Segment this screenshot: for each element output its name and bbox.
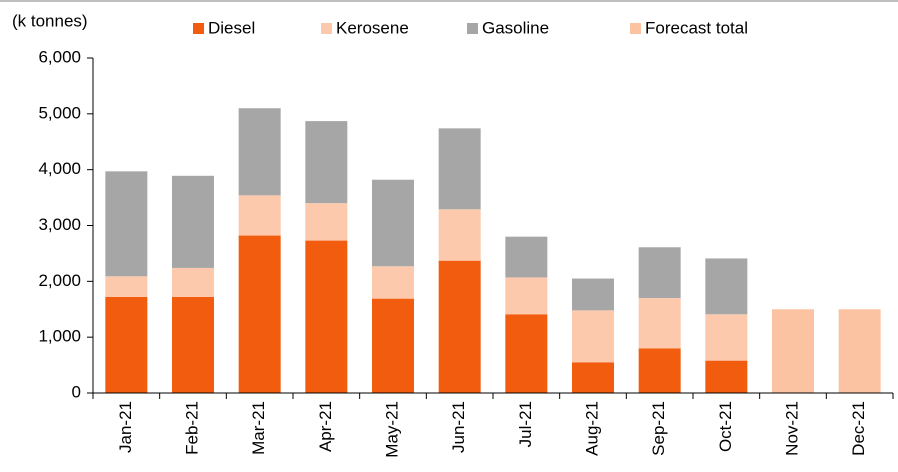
bar-segment (105, 171, 148, 277)
x-tick-label: May-21 (382, 401, 401, 458)
bar-segment (372, 179, 414, 267)
bar-segment (305, 121, 348, 204)
bar-segment (105, 276, 148, 297)
bar-segment (105, 296, 148, 393)
bar-segment (172, 267, 214, 297)
legend-swatch (193, 23, 204, 34)
bar-segment (838, 309, 881, 393)
bar-segment (372, 266, 414, 299)
y-tick-label: 2,000 (38, 271, 81, 290)
legend-swatch (630, 23, 641, 34)
bar-segment (638, 348, 681, 393)
bar-segment (638, 298, 681, 349)
y-tick-label: 3,000 (38, 215, 81, 234)
bar-segment (305, 203, 348, 241)
bar-segment (772, 309, 814, 393)
y-tick-label: 0 (72, 382, 81, 401)
bar-segment (238, 195, 281, 236)
bar-segment (505, 236, 548, 278)
x-tick-label: Jan-21 (116, 401, 135, 453)
bar-segment (438, 209, 481, 261)
y-tick-label: 5,000 (38, 103, 81, 122)
y-tick-label: 4,000 (38, 159, 81, 178)
bar-segment (305, 240, 348, 393)
x-tick-label: Dec-21 (849, 401, 868, 456)
x-tick-label: Aug-21 (582, 401, 601, 456)
bar-segment (438, 128, 481, 210)
y-axis-label: (k tonnes) (12, 11, 88, 30)
legend-label: Diesel (208, 18, 255, 37)
y-tick-label: 6,000 (38, 47, 81, 66)
bar-segment (705, 258, 748, 315)
x-tick-label: Mar-21 (249, 401, 268, 455)
bar-segment (505, 314, 548, 393)
bar-segment (705, 360, 748, 393)
y-tick-label: 1,000 (38, 327, 81, 346)
legend-label: Kerosene (336, 18, 409, 37)
x-tick-label: Feb-21 (182, 401, 201, 455)
bar-segment (572, 362, 614, 393)
bar-segment (572, 310, 614, 363)
bar-segment (638, 247, 681, 299)
x-tick-label: Apr-21 (316, 401, 335, 452)
legend-swatch (467, 23, 478, 34)
x-tick-label: Sep-21 (649, 401, 668, 456)
bar-segment (372, 298, 414, 393)
legend-swatch (321, 23, 332, 34)
bar-segment (505, 277, 548, 315)
bar-segment (172, 175, 214, 268)
bar-segment (238, 108, 281, 196)
x-tick-label: Jun-21 (449, 401, 468, 453)
bar-segment (572, 278, 614, 311)
bar-segment (238, 235, 281, 393)
bar-segment (438, 260, 481, 393)
bar-segment (172, 296, 214, 393)
bar-segment (705, 314, 748, 361)
x-tick-label: Nov-21 (782, 401, 801, 456)
legend-label: Forecast total (645, 18, 748, 37)
x-tick-label: Oct-21 (716, 401, 735, 452)
legend-label: Gasoline (482, 18, 549, 37)
x-tick-label: Jul-21 (516, 401, 535, 447)
